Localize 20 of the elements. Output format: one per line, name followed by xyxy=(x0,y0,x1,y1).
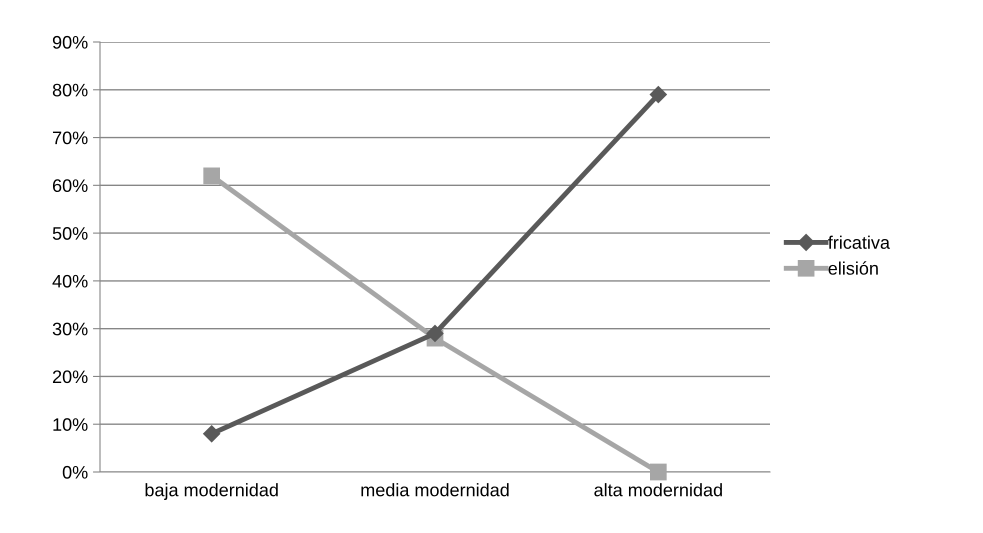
y-tick-label: 50% xyxy=(52,227,88,240)
point xyxy=(650,86,667,104)
point xyxy=(426,324,444,342)
y-tick-label: 40% xyxy=(52,274,88,288)
x-tick-label: media modernidad xyxy=(361,483,509,496)
x-tick-label: alta modernidad xyxy=(594,483,722,496)
legend-label: fricativa xyxy=(828,236,890,249)
y-tick-label: 0% xyxy=(62,466,88,479)
point xyxy=(650,464,667,480)
x-tick-label: baja modernidad xyxy=(146,483,278,500)
legend-label: elisión xyxy=(828,261,878,275)
y-tick-label: 80% xyxy=(52,84,88,96)
y-tick-label: 60% xyxy=(52,179,88,192)
y-tick-label: 10% xyxy=(53,418,88,431)
y-tick-label: 20% xyxy=(52,370,88,384)
y-tick-label: 30% xyxy=(52,322,88,336)
y-tick-label: 90% xyxy=(52,36,88,49)
point xyxy=(203,167,220,184)
y-tick-label: 70% xyxy=(52,131,88,144)
point xyxy=(203,425,220,442)
